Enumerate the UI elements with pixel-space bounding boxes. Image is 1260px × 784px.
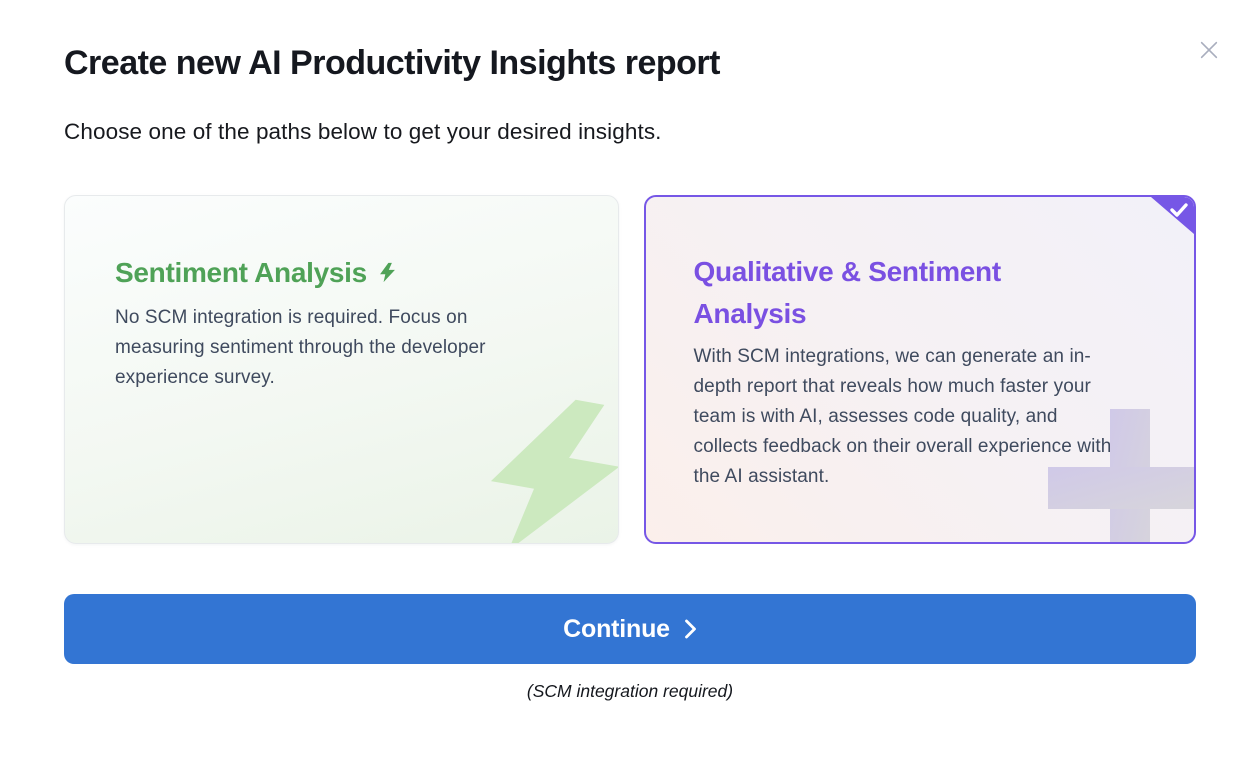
card-title: Qualitative & Sentiment Analysis	[693, 256, 1002, 329]
card-description: With SCM integrations, we can generate a…	[693, 346, 1112, 487]
lightning-bolt-graphic	[453, 376, 618, 543]
close-icon	[1198, 39, 1220, 64]
option-cards: Sentiment Analysis No SCM integration is…	[64, 195, 1196, 544]
continue-button-label: Continue	[563, 614, 670, 643]
card-description: No SCM integration is required. Focus on…	[115, 307, 486, 388]
modal-subtitle: Choose one of the paths below to get you…	[64, 119, 662, 144]
close-button[interactable]	[1196, 38, 1222, 64]
card-title: Sentiment Analysis	[115, 257, 367, 288]
page-title: Create new AI Productivity Insights repo…	[64, 44, 720, 82]
selected-badge	[1146, 197, 1194, 239]
option-card-sentiment-analysis[interactable]: Sentiment Analysis No SCM integration is…	[64, 195, 619, 544]
continue-button[interactable]: Continue	[64, 594, 1196, 664]
scm-required-note: (SCM integration required)	[526, 681, 734, 701]
lightning-bolt-icon	[377, 262, 398, 288]
chevron-right-icon	[684, 618, 697, 640]
option-card-qualitative-sentiment[interactable]: Qualitative & Sentiment Analysis With SC…	[643, 195, 1196, 544]
